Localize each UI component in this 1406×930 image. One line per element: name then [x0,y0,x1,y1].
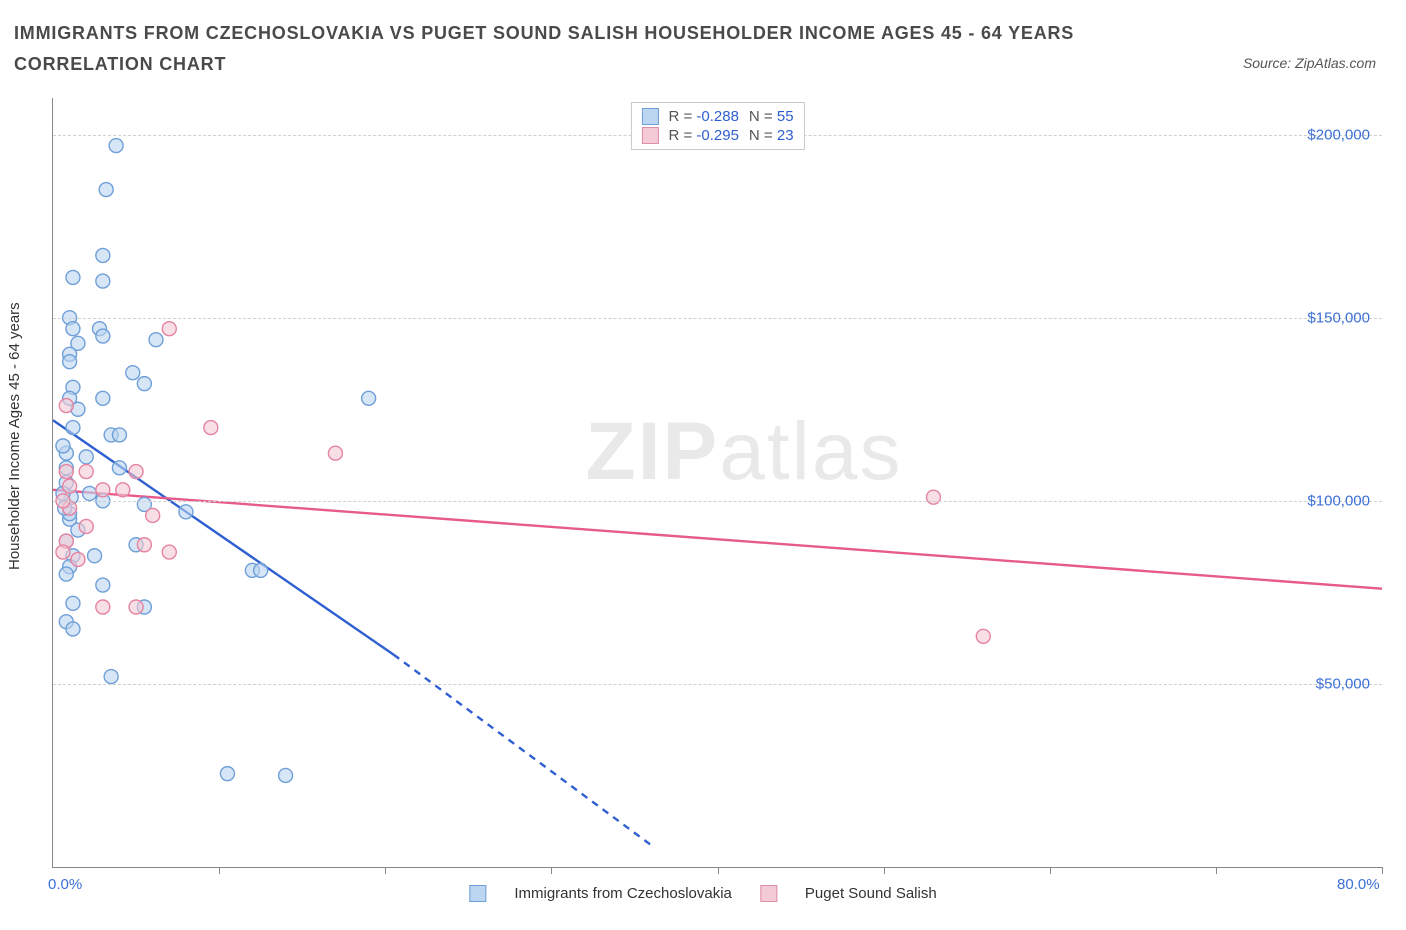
y-tick-label: $100,000 [1307,492,1370,509]
x-axis-max-label: 80.0% [1337,876,1380,893]
scatter-point [59,567,73,581]
scatter-point [96,578,110,592]
scatter-point [96,391,110,405]
scatter-point [926,490,940,504]
scatter-point [56,545,70,559]
scatter-point [137,538,151,552]
scatter-point [976,629,990,643]
scatter-point [63,479,77,493]
scatter-point [126,366,140,380]
scatter-point [137,377,151,391]
scatter-point [59,399,73,413]
x-tick [219,867,220,874]
scatter-point [79,465,93,479]
legend-stats-box: R = -0.288 N = 55 R = -0.295 N = 23 [630,102,804,150]
chart-container: Householder Income Ages 45 - 64 years ZI… [14,90,1392,900]
scatter-point [96,600,110,614]
swatch-pink-icon [760,885,777,902]
scatter-point [99,183,113,197]
x-tick [1216,867,1217,874]
stat-r-value: -0.288 [696,108,739,125]
y-axis-label: Householder Income Ages 45 - 64 years [6,302,23,570]
x-tick [1382,867,1383,874]
scatter-point [112,461,126,475]
scatter-point [56,439,70,453]
stat-n-label: N = [749,108,777,125]
scatter-point [96,483,110,497]
scatter-point [162,322,176,336]
scatter-point [104,670,118,684]
scatter-point [66,322,80,336]
scatter-point [162,545,176,559]
stat-n-value: 55 [777,108,794,125]
chart-title: IMMIGRANTS FROM CZECHOSLOVAKIA VS PUGET … [14,18,1206,79]
stat-r-label: R = [668,108,696,125]
gridline [53,318,1382,319]
y-tick-label: $150,000 [1307,309,1370,326]
scatter-point [179,505,193,519]
legend-stats-row: R = -0.295 N = 23 [641,126,793,145]
scatter-point [112,428,126,442]
stat-r-value: -0.295 [696,127,739,144]
scatter-point [96,329,110,343]
x-tick [718,867,719,874]
legend-series-label: Immigrants from Czechoslovakia [514,885,732,902]
scatter-point [129,600,143,614]
swatch-blue-icon [641,108,658,125]
scatter-point [66,421,80,435]
scatter-point [63,355,77,369]
y-tick-label: $50,000 [1316,675,1370,692]
scatter-point [83,486,97,500]
gridline [53,501,1382,502]
legend-series-label: Puget Sound Salish [805,885,937,902]
swatch-pink-icon [641,127,658,144]
x-tick [385,867,386,874]
stat-n-label: N = [749,127,777,144]
scatter-point [79,450,93,464]
scatter-point [66,270,80,284]
scatter-point [96,248,110,262]
scatter-point [66,622,80,636]
scatter-point [129,465,143,479]
scatter-point [220,767,234,781]
scatter-point [254,563,268,577]
y-tick-label: $200,000 [1307,126,1370,143]
x-axis-min-label: 0.0% [48,876,82,893]
x-tick [884,867,885,874]
scatter-point [71,552,85,566]
gridline [53,684,1382,685]
scatter-point [328,446,342,460]
legend-series: Immigrants from Czechoslovakia Puget Sou… [469,885,936,902]
scatter-point [362,391,376,405]
scatter-point [96,274,110,288]
stat-n-value: 23 [777,127,794,144]
scatter-point [66,596,80,610]
stat-r-label: R = [668,127,696,144]
scatter-point [59,465,73,479]
scatter-point [88,549,102,563]
scatter-point [146,508,160,522]
scatter-point [79,519,93,533]
scatter-point [109,139,123,153]
x-tick [551,867,552,874]
plot-svg [53,98,1382,867]
scatter-point [149,333,163,347]
scatter-point [116,483,130,497]
scatter-point [204,421,218,435]
scatter-point [279,768,293,782]
legend-stats-row: R = -0.288 N = 55 [641,107,793,126]
source-attribution: Source: ZipAtlas.com [1243,55,1376,71]
x-tick [1050,867,1051,874]
plot-area: ZIPatlas R = -0.288 N = 55 R = -0.295 N … [52,98,1382,868]
swatch-blue-icon [469,885,486,902]
